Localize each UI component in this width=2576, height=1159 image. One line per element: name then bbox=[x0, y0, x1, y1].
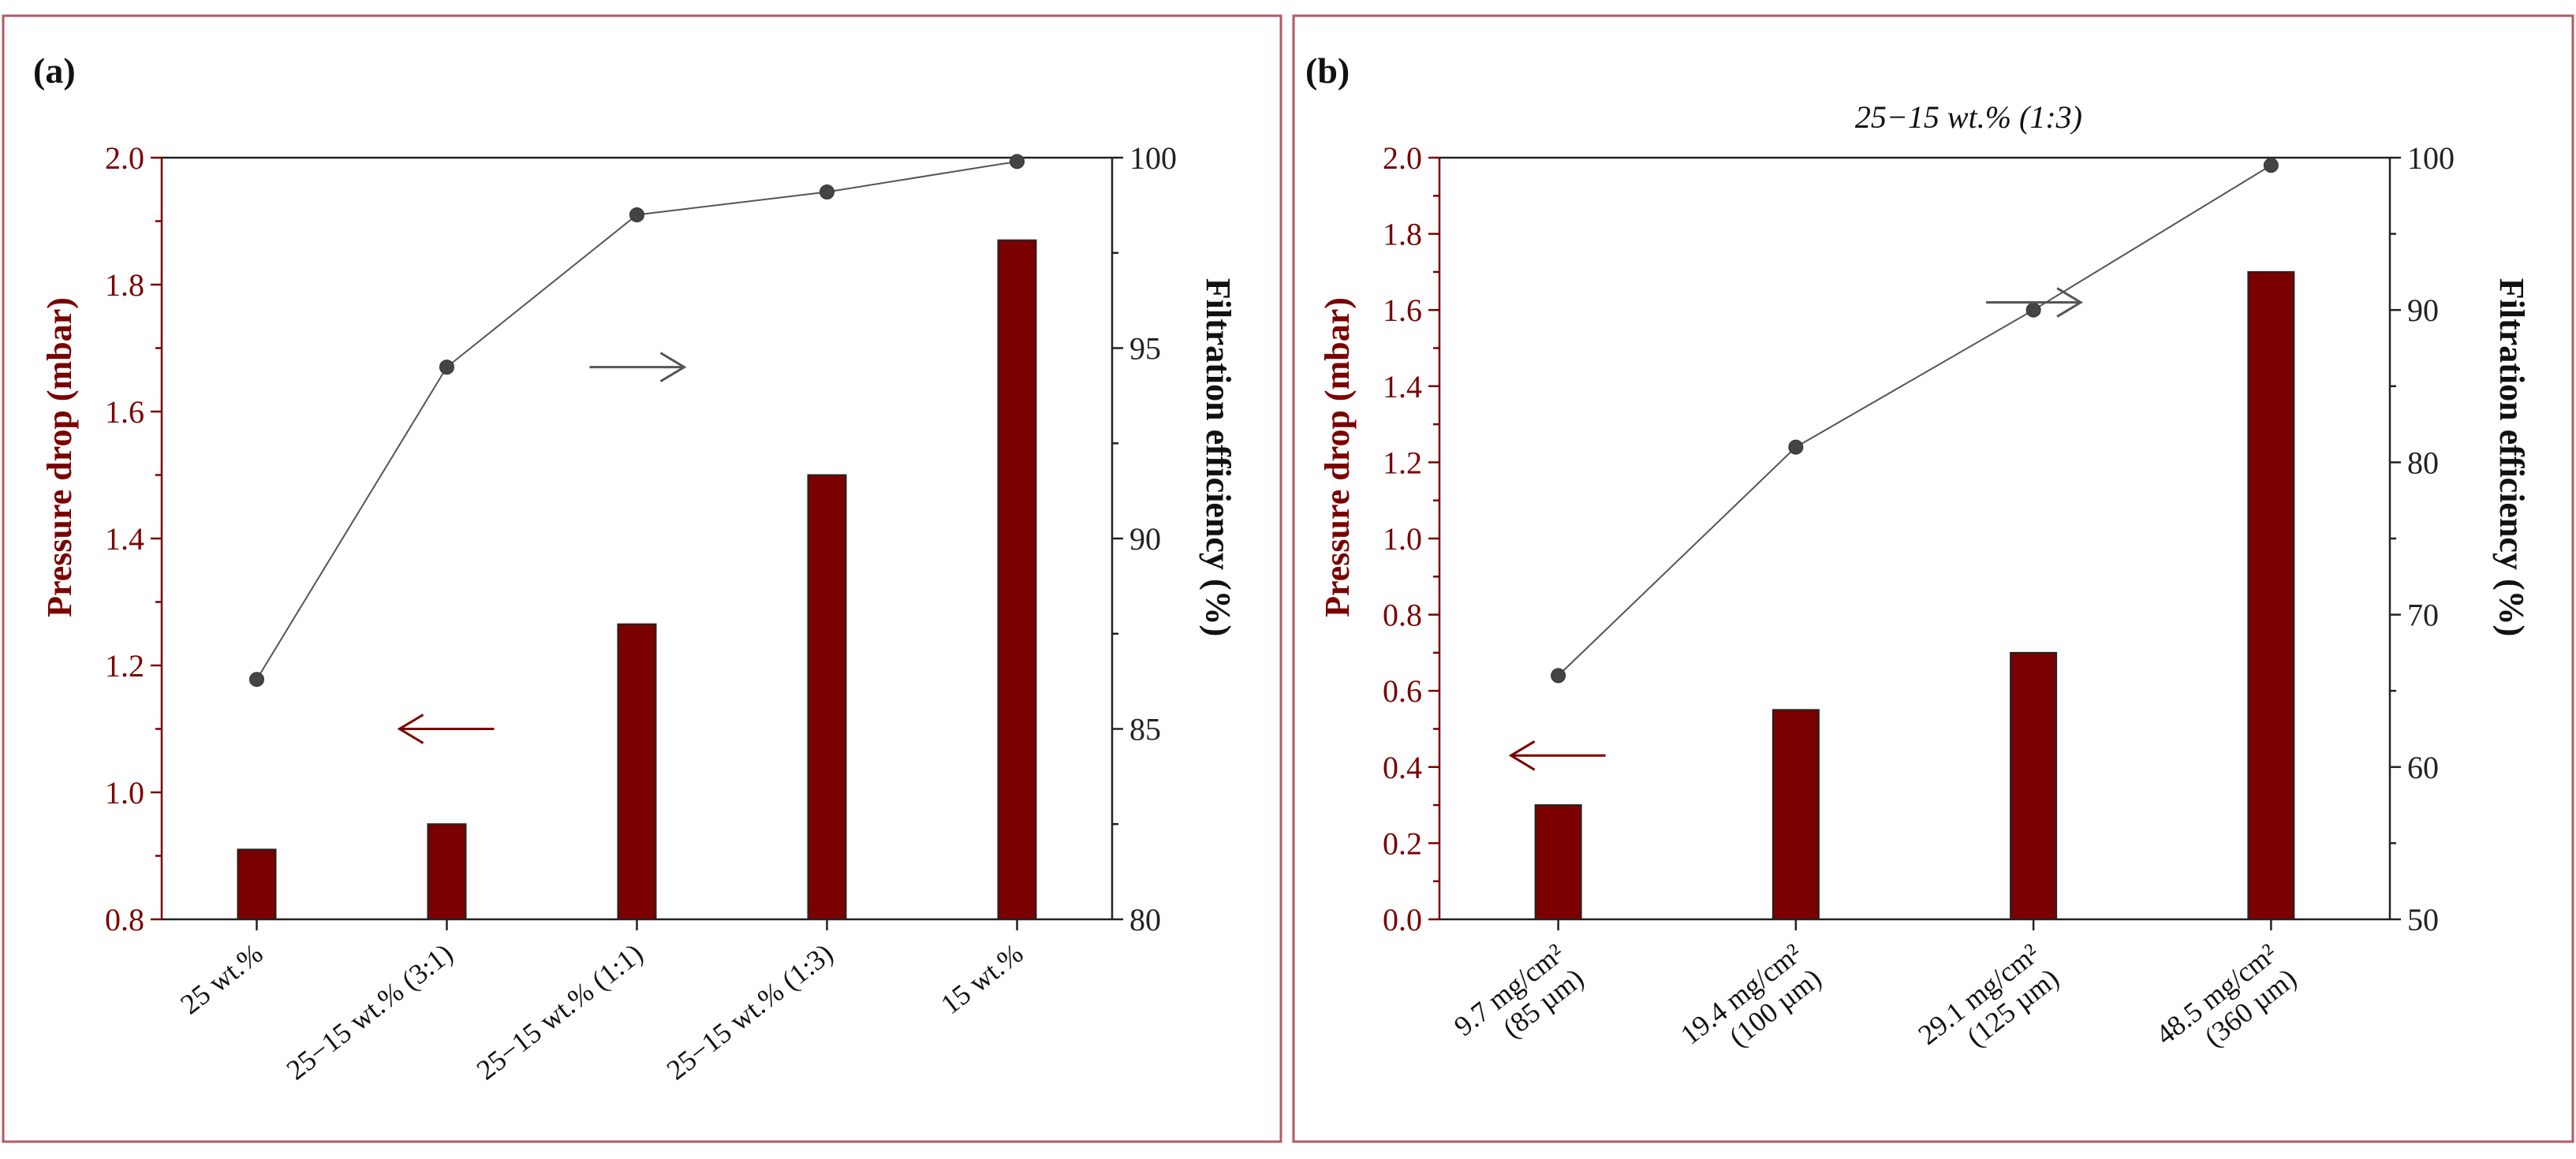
b-ytick-label-left: 1.2 bbox=[1383, 445, 1422, 480]
a-efficiency-point bbox=[250, 673, 264, 687]
b-efficiency-line bbox=[1559, 166, 2272, 676]
panel-b-tag: (b) bbox=[1305, 50, 1350, 91]
b-category-label: 48.5 mg/cm²(360 µm) bbox=[2150, 937, 2302, 1076]
a-bar bbox=[808, 475, 846, 920]
a-ytick-label-left: 1.4 bbox=[105, 521, 144, 557]
b-ytick-label-right: 60 bbox=[2407, 750, 2439, 785]
a-category-label: 25−15 wt.% (3:1) bbox=[281, 937, 459, 1086]
b-bar bbox=[2248, 272, 2294, 919]
b-ytick-label-left: 0.0 bbox=[1383, 902, 1422, 937]
b-ytick-label-left: 2.0 bbox=[1383, 140, 1422, 176]
a-category-label: 25−15 wt.% (1:1) bbox=[471, 937, 649, 1086]
panel-b-subtitle: 25−15 wt.% (1:3) bbox=[1855, 99, 2082, 135]
a-bar bbox=[618, 624, 656, 919]
b-ytick-label-left: 1.4 bbox=[1383, 369, 1422, 404]
a-efficiency-line bbox=[257, 162, 1017, 680]
figure: (a) 0.8 1.0 1.2 1.4 1.6 1.8 2.0 80 85 90 95 100 25 w… bbox=[0, 0, 2576, 1159]
a-efficiency-point bbox=[440, 360, 454, 375]
b-efficiency-point bbox=[1789, 440, 1803, 454]
panel-a-ylabel-left: Pressure drop (mbar) bbox=[40, 297, 79, 617]
b-efficiency-point bbox=[2026, 303, 2040, 317]
b-ytick-label-right: 80 bbox=[2407, 445, 2439, 480]
a-ytick-label-left: 1.6 bbox=[105, 394, 144, 430]
b-ytick-label-left: 0.2 bbox=[1383, 825, 1422, 861]
panel-b-ylabel-right: Filtration efficiency (%) bbox=[2492, 278, 2531, 637]
a-ytick-label-left: 1.0 bbox=[105, 775, 144, 811]
b-efficiency-point bbox=[1551, 669, 1566, 683]
b-category-label: 19.4 mg/cm²(100 µm) bbox=[1674, 937, 1827, 1076]
panel-b: (b) 25−15 wt.% (1:3) 0.0 0.2 0.4 0.6 0.8 1.0 1… bbox=[1294, 16, 2573, 1142]
a-ytick-label-right: 90 bbox=[1129, 521, 1161, 557]
b-ytick-label-left: 1.6 bbox=[1383, 293, 1422, 328]
b-ytick-label-right: 50 bbox=[2407, 902, 2439, 937]
a-bar bbox=[238, 849, 276, 919]
a-category-label: 25 wt.% bbox=[174, 937, 268, 1020]
a-category-label: 15 wt.% bbox=[935, 937, 1029, 1020]
b-ytick-label-left: 0.4 bbox=[1383, 750, 1422, 785]
b-bar bbox=[1773, 710, 1819, 919]
b-bar bbox=[1536, 805, 1581, 919]
panel-b-border bbox=[1294, 16, 2573, 1142]
panel-a-border bbox=[3, 16, 1281, 1142]
b-ytick-label-left: 0.6 bbox=[1383, 673, 1422, 709]
b-ytick-label-right: 100 bbox=[2407, 140, 2455, 176]
a-category-label: 25−15 wt.% (1:3) bbox=[661, 937, 839, 1086]
a-bar bbox=[999, 240, 1036, 919]
panel-b-plot: 0.0 0.2 0.4 0.6 0.8 1.0 1.2 1.4 1.6 1.8 2.0 50 60 70 8… bbox=[1383, 140, 2455, 1075]
a-ytick-label-right: 80 bbox=[1129, 902, 1161, 937]
b-ytick-label-right: 90 bbox=[2407, 293, 2439, 328]
a-bar bbox=[428, 824, 466, 919]
a-ytick-label-left: 0.8 bbox=[105, 902, 144, 937]
b-ytick-label-left: 1.0 bbox=[1383, 521, 1422, 557]
a-efficiency-point bbox=[1010, 155, 1025, 169]
a-efficiency-point bbox=[630, 207, 644, 222]
b-category-label: 9.7 mg/cm²(85 µm) bbox=[1448, 937, 1589, 1067]
panel-a-tag: (a) bbox=[33, 50, 76, 91]
panel-a: (a) 0.8 1.0 1.2 1.4 1.6 1.8 2.0 80 85 90 95 100 25 w… bbox=[3, 16, 1281, 1142]
a-ytick-label-right: 85 bbox=[1129, 712, 1161, 747]
b-ytick-label-left: 1.8 bbox=[1383, 217, 1422, 252]
panel-a-ylabel-right: Filtration efficiency (%) bbox=[1199, 278, 1238, 637]
a-ytick-label-left: 2.0 bbox=[105, 140, 144, 176]
a-ytick-label-left: 1.8 bbox=[105, 267, 144, 303]
b-category-label: 29.1 mg/cm²(125 µm) bbox=[1912, 937, 2064, 1076]
a-ytick-label-right: 100 bbox=[1129, 140, 1177, 176]
panel-b-ylabel-left: Pressure drop (mbar) bbox=[1318, 297, 1357, 617]
a-ytick-label-left: 1.2 bbox=[105, 648, 144, 684]
b-efficiency-point bbox=[2264, 158, 2278, 173]
a-efficiency-point bbox=[820, 184, 834, 199]
a-ytick-label-right: 95 bbox=[1129, 331, 1161, 367]
b-ytick-label-left: 0.8 bbox=[1383, 598, 1422, 633]
b-bar bbox=[2010, 653, 2056, 919]
b-ytick-label-right: 70 bbox=[2407, 598, 2439, 633]
